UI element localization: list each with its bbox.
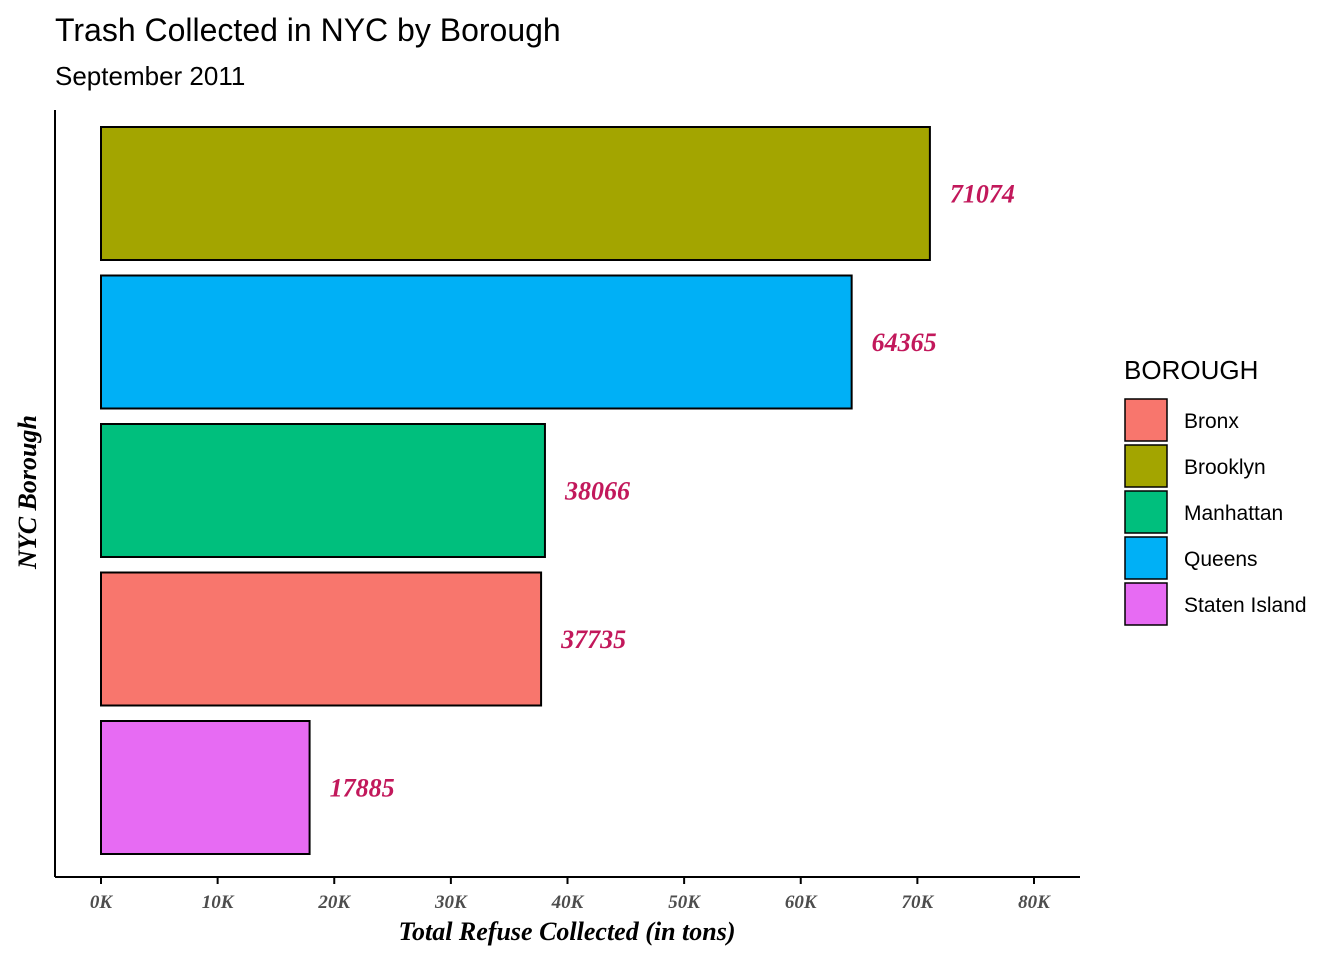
data-label-manhattan: 38066 — [564, 477, 630, 506]
legend-label-brooklyn: Brooklyn — [1184, 456, 1266, 479]
chart-title: Trash Collected in NYC by Borough — [55, 12, 561, 48]
x-tick-label: 30K — [434, 892, 468, 913]
legend-label-manhattan: Manhattan — [1184, 502, 1283, 525]
legend-title: BOROUGH — [1124, 355, 1258, 385]
x-tick-label: 60K — [785, 892, 818, 913]
x-tick-label: 70K — [902, 892, 935, 913]
x-tick-label: 50K — [668, 892, 701, 913]
legend-label-queens: Queens — [1184, 548, 1258, 571]
x-axis-title: Total Refuse Collected (in tons) — [398, 917, 735, 946]
bar-brooklyn — [100, 126, 931, 261]
legend: BOROUGH Bronx Brooklyn Manhattan Queens Stat… — [1124, 355, 1307, 626]
x-tick-label: 80K — [1018, 892, 1051, 913]
legend-key-brooklyn — [1124, 444, 1168, 488]
chart-subtitle: September 2011 — [55, 61, 245, 91]
x-tick-label: 10K — [202, 892, 235, 913]
bar-staten-island — [100, 720, 311, 855]
x-tick-label: 40K — [551, 892, 585, 913]
bar-bronx — [100, 571, 543, 707]
bar-manhattan — [100, 423, 546, 558]
legend-key-staten-island — [1124, 582, 1168, 626]
data-label-bronx: 37735 — [560, 625, 626, 654]
legend-label-staten-island: Staten Island — [1184, 594, 1307, 617]
y-axis-title: NYC Borough — [13, 415, 42, 570]
data-labels-group: 71074 64365 38066 37735 17885 — [330, 180, 1015, 803]
x-axis-ticks: 0K 10K 20K 30K 40K 50K 60K 70K 80K — [90, 877, 1051, 913]
x-tick-label: 20K — [317, 892, 351, 913]
legend-key-manhattan — [1124, 490, 1168, 534]
legend-label-bronx: Bronx — [1184, 410, 1239, 433]
legend-key-bronx — [1124, 398, 1168, 442]
bars-group — [100, 126, 931, 855]
data-label-staten-island: 17885 — [330, 774, 395, 803]
legend-key-queens — [1124, 536, 1168, 580]
bar-queens — [100, 274, 853, 410]
data-label-queens: 64365 — [872, 328, 937, 357]
data-label-brooklyn: 71074 — [950, 180, 1015, 209]
x-tick-label: 0K — [90, 892, 114, 913]
